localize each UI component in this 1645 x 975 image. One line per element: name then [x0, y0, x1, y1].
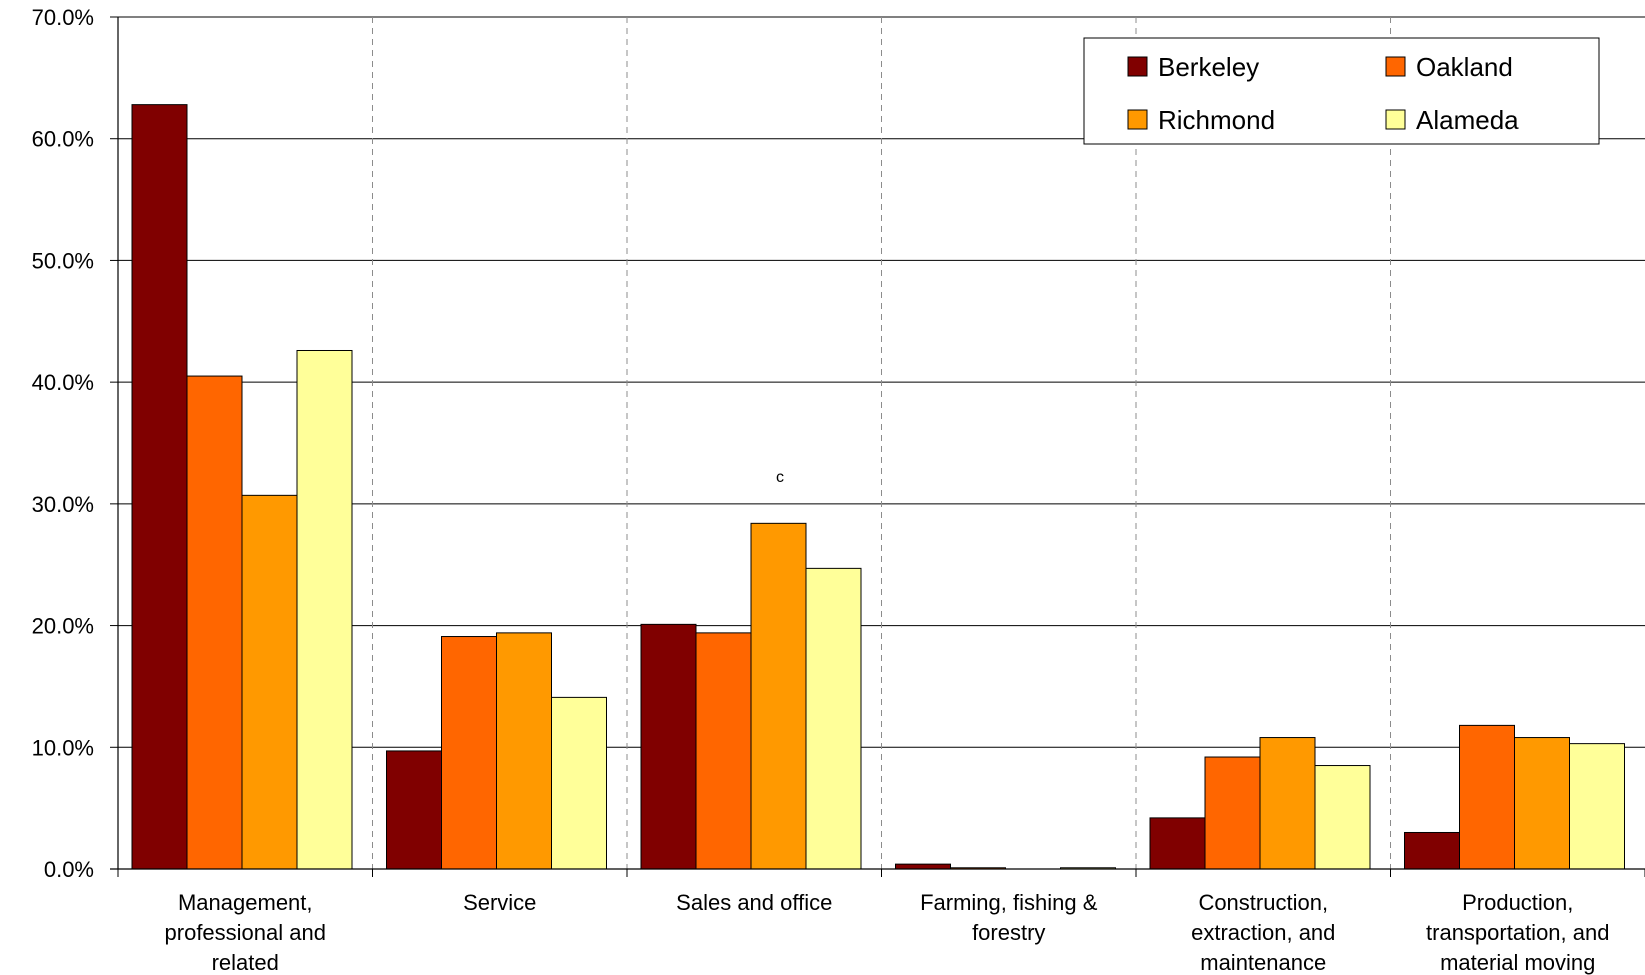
- x-tick-label-line: Construction,: [1198, 890, 1328, 915]
- bar-richmond-5: [1514, 737, 1570, 870]
- y-tick-label: 10.0%: [32, 735, 94, 760]
- bar-oakland-0: [186, 375, 243, 870]
- x-tick-label-line: material moving: [1440, 950, 1595, 975]
- bar-berkeley-2: [640, 623, 697, 870]
- legend: Berkeley Oakland Richmond Alameda: [1083, 37, 1600, 145]
- bar-alameda-4: [1314, 765, 1371, 870]
- y-tick-label: 60.0%: [32, 127, 94, 152]
- bar-berkeley-1: [386, 750, 442, 870]
- x-tick-label: Service: [463, 890, 536, 915]
- x-tick-label-line: extraction, and: [1191, 920, 1335, 945]
- x-tick-label-line: Sales and office: [676, 890, 832, 915]
- y-tick-label: 0.0%: [44, 857, 94, 882]
- bar-berkeley-0: [131, 104, 188, 870]
- x-tick-label-line: Production,: [1462, 890, 1573, 915]
- legend-label-alameda: Alameda: [1416, 105, 1519, 135]
- annotation-label: c: [776, 469, 784, 486]
- bar-berkeley-4: [1149, 817, 1206, 870]
- y-tick-label: 70.0%: [32, 5, 94, 30]
- bar-oakland-5: [1459, 724, 1515, 870]
- bar-berkeley-5: [1404, 831, 1460, 870]
- bar-oakland-4: [1204, 756, 1261, 870]
- legend-swatch-berkeley: [1127, 56, 1148, 77]
- legend-box: [1083, 37, 1600, 145]
- x-tick-label-line: Service: [463, 890, 536, 915]
- y-tick-label: 40.0%: [32, 370, 94, 395]
- x-tick-label: Management, professional and related: [165, 890, 326, 975]
- bars: [131, 104, 1625, 870]
- x-tick-label: Farming, fishing & forestry: [920, 890, 1098, 945]
- x-tick-label-line: forestry: [972, 920, 1045, 945]
- x-tick-label-line: Management,: [178, 890, 313, 915]
- legend-swatch-richmond: [1127, 109, 1148, 130]
- x-tick-label: Production, transportation, and material m…: [1426, 890, 1609, 975]
- bar-richmond-4: [1259, 737, 1316, 870]
- x-tick-label-line: Farming, fishing &: [920, 890, 1098, 915]
- legend-label-berkeley: Berkeley: [1158, 52, 1259, 82]
- y-tick-label: 20.0%: [32, 614, 94, 639]
- x-tick-label-line: transportation, and: [1426, 920, 1609, 945]
- x-tick-label-line: related: [212, 950, 279, 975]
- bar-richmond-1: [496, 632, 552, 870]
- bar-oakland-2: [695, 632, 752, 870]
- x-tick-label: Sales and office: [676, 890, 832, 915]
- bar-richmond-0: [241, 494, 298, 870]
- x-axis: Management, professional and related Servic…: [110, 17, 1645, 975]
- bar-alameda-1: [551, 696, 607, 870]
- bar-alameda-5: [1569, 743, 1625, 870]
- y-tick-label: 50.0%: [32, 248, 94, 273]
- x-tick-label: Construction, extraction, and maintenance: [1191, 890, 1335, 975]
- legend-label-oakland: Oakland: [1416, 52, 1513, 82]
- bar-alameda-2: [805, 567, 862, 870]
- x-tick-label-line: maintenance: [1200, 950, 1326, 975]
- legend-swatch-alameda: [1385, 109, 1406, 130]
- x-tick-label-line: professional and: [165, 920, 326, 945]
- y-axis: 0.0% 10.0% 20.0% 30.0% 40.0% 50.0% 60.0% 70.0%: [32, 5, 118, 882]
- gridlines: [118, 16, 1645, 869]
- bar-berkeley-3: [895, 863, 951, 870]
- bar-oakland-1: [441, 636, 497, 870]
- legend-label-richmond: Richmond: [1158, 105, 1275, 135]
- bar-richmond-2: [750, 522, 807, 870]
- bar-alameda-0: [296, 349, 353, 870]
- legend-swatch-oakland: [1385, 56, 1406, 77]
- y-tick-label: 30.0%: [32, 492, 94, 517]
